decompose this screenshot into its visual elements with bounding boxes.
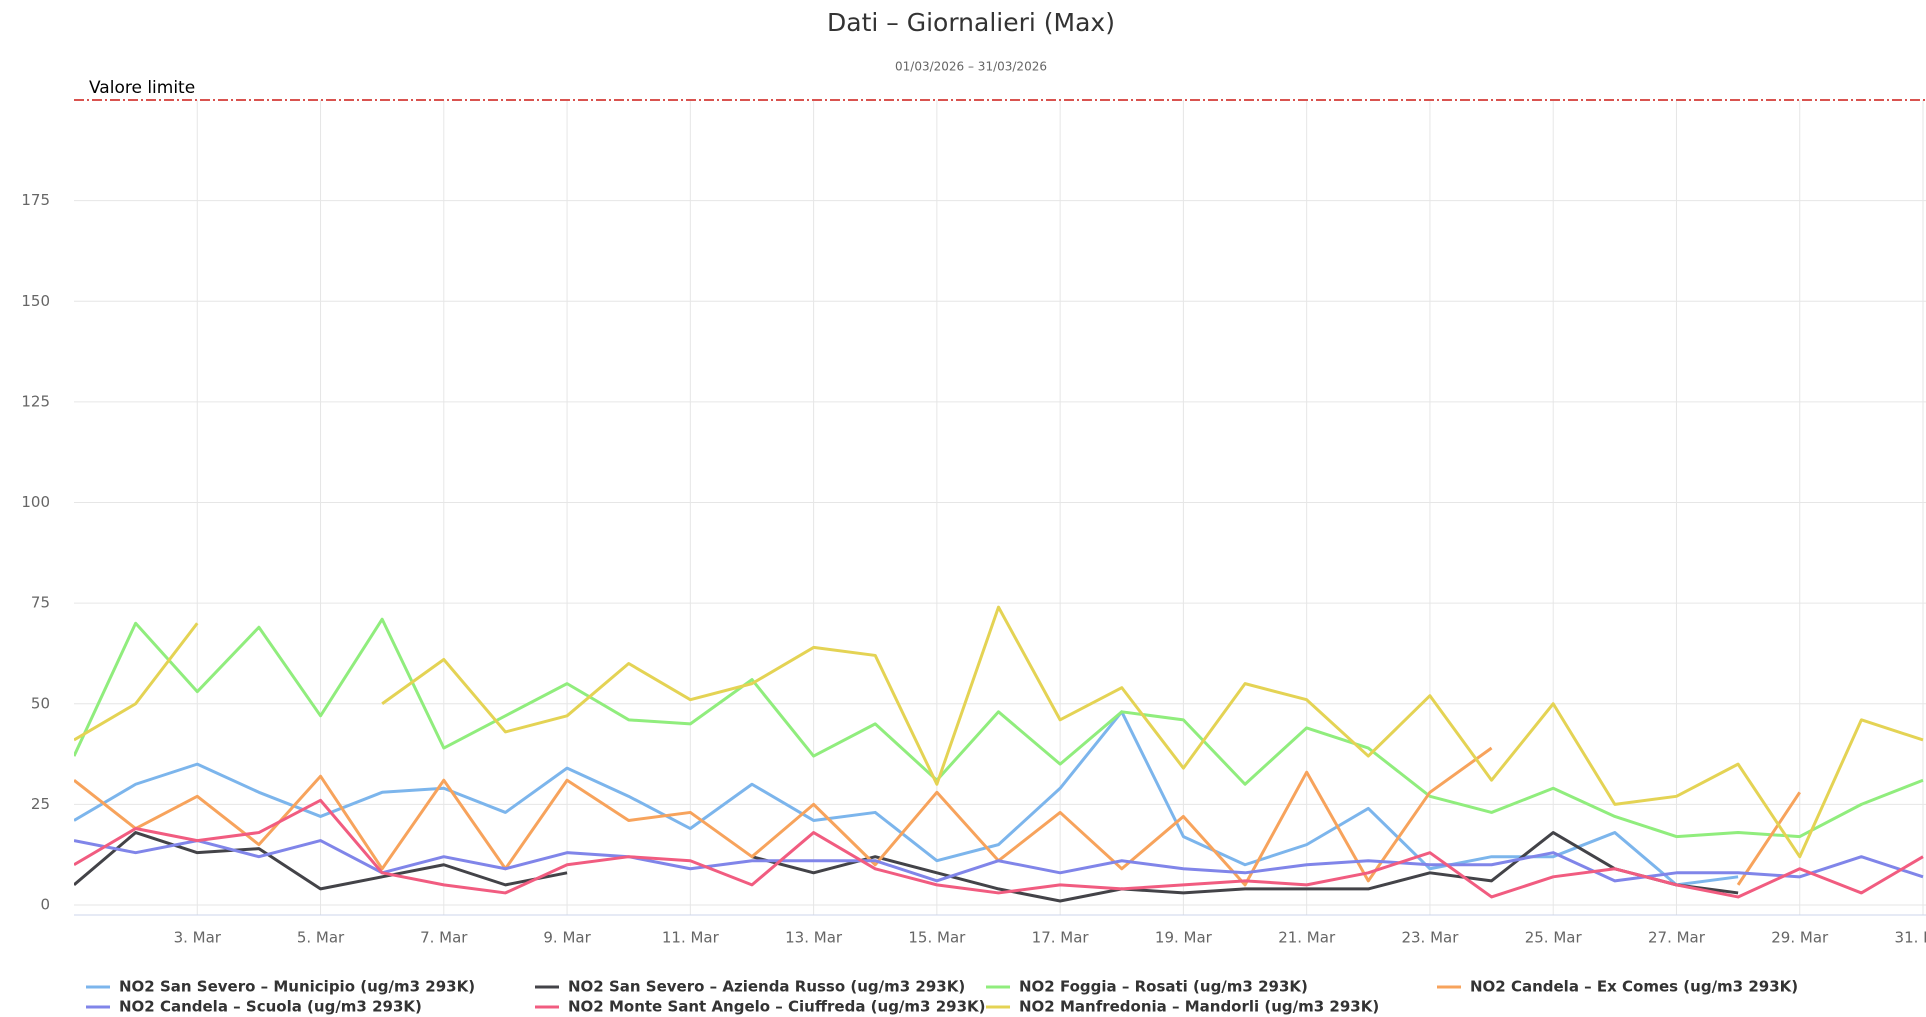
legend-label: NO2 Candela – Ex Comes (ug/m3 293K) bbox=[1470, 978, 1798, 996]
legend-label: NO2 Foggia – Rosati (ug/m3 293K) bbox=[1019, 978, 1308, 996]
x-tick-label: 5. Mar bbox=[297, 929, 345, 947]
legend-item[interactable]: NO2 Candela – Scuola (ug/m3 293K) bbox=[86, 998, 422, 1016]
x-tick-label: 13. Mar bbox=[785, 929, 843, 947]
legend-label: NO2 Candela – Scuola (ug/m3 293K) bbox=[119, 998, 422, 1016]
legend-label: NO2 San Severo – Azienda Russo (ug/m3 29… bbox=[568, 978, 965, 996]
x-tick-label: 21. Mar bbox=[1278, 929, 1336, 947]
x-tick-label: 23. Mar bbox=[1401, 929, 1459, 947]
x-tick-label: 17. Mar bbox=[1032, 929, 1090, 947]
legend-item[interactable]: NO2 Foggia – Rosati (ug/m3 293K) bbox=[986, 978, 1308, 996]
y-tick-label: 100 bbox=[21, 493, 50, 511]
plot-area bbox=[74, 605, 1924, 903]
legend-label: NO2 Manfredonia – Mandorli (ug/m3 293K) bbox=[1019, 998, 1379, 1016]
legend-item[interactable]: NO2 San Severo – Azienda Russo (ug/m3 29… bbox=[535, 978, 965, 996]
y-tick-label: 0 bbox=[40, 896, 50, 914]
series-line bbox=[74, 617, 1924, 839]
x-tick-label: 27. Mar bbox=[1648, 929, 1706, 947]
x-tick-label: 9. Mar bbox=[543, 929, 591, 947]
x-tick-label: 25. Mar bbox=[1525, 929, 1583, 947]
legend-item[interactable]: NO2 Manfredonia – Mandorli (ug/m3 293K) bbox=[986, 998, 1379, 1016]
series-line bbox=[74, 710, 1739, 887]
limit-label: Valore limite bbox=[89, 78, 195, 98]
y-tick-label: 75 bbox=[31, 594, 50, 612]
x-tick-label: 31. Mar bbox=[1895, 929, 1926, 947]
legend-item[interactable]: NO2 Candela – Ex Comes (ug/m3 293K) bbox=[1437, 978, 1798, 996]
x-tick-label: 3. Mar bbox=[174, 929, 222, 947]
legend-label: NO2 Monte Sant Angelo – Ciuffreda (ug/m3… bbox=[568, 998, 986, 1016]
series-line bbox=[74, 798, 1924, 899]
y-tick-label: 175 bbox=[21, 191, 50, 209]
series-line bbox=[74, 839, 1924, 883]
x-tick-label: 11. Mar bbox=[662, 929, 720, 947]
chart-subtitle: 01/03/2026 – 31/03/2026 bbox=[895, 60, 1047, 74]
legend-item[interactable]: NO2 Monte Sant Angelo – Ciuffreda (ug/m3… bbox=[535, 998, 986, 1016]
legend-item[interactable]: NO2 San Severo – Municipio (ug/m3 293K) bbox=[86, 978, 475, 996]
legend-label: NO2 San Severo – Municipio (ug/m3 293K) bbox=[119, 978, 475, 996]
series-line bbox=[74, 746, 1801, 887]
x-tick-label: 15. Mar bbox=[908, 929, 966, 947]
y-tick-label: 25 bbox=[31, 795, 50, 813]
y-tick-label: 125 bbox=[21, 392, 50, 410]
series-line bbox=[74, 831, 1739, 903]
x-tick-label: 29. Mar bbox=[1771, 929, 1829, 947]
x-tick-label: 19. Mar bbox=[1155, 929, 1213, 947]
series-line bbox=[74, 605, 1924, 859]
y-tick-label: 50 bbox=[31, 694, 50, 712]
x-tick-label: 7. Mar bbox=[420, 929, 468, 947]
chart-title: Dati – Giornalieri (Max) bbox=[827, 8, 1115, 37]
y-tick-label: 150 bbox=[21, 292, 50, 310]
